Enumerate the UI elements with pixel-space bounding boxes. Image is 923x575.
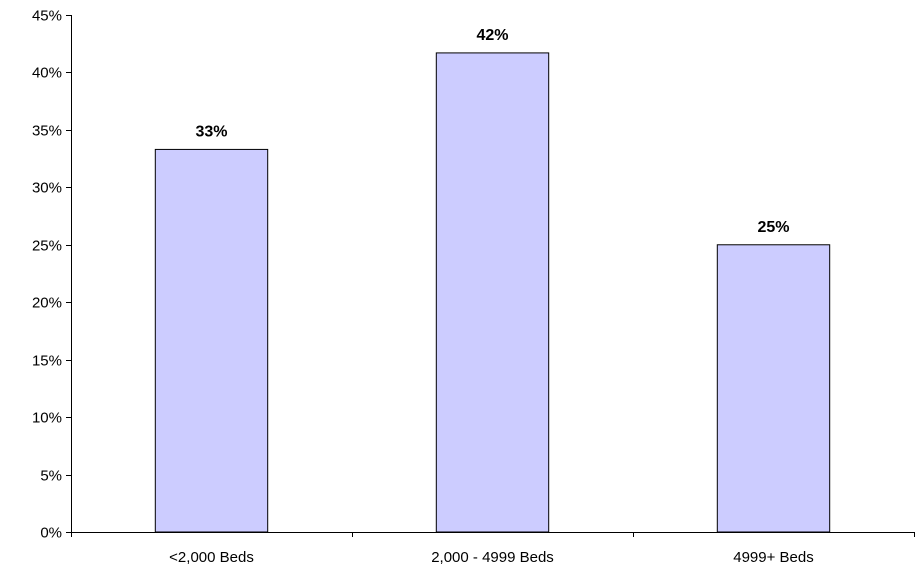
- bar-data-label: 25%: [757, 219, 789, 236]
- bar: [154, 148, 269, 533]
- y-tick-label: 20%: [32, 295, 62, 312]
- y-tick-label: 15%: [32, 353, 62, 370]
- y-tick-label: 10%: [32, 410, 62, 427]
- y-tick-label: 45%: [32, 8, 62, 25]
- bars: 33% 42% 25%: [154, 27, 831, 533]
- x-tick-label: 4999+ Beds: [733, 549, 814, 566]
- x-tick-label: <2,000 Beds: [169, 549, 254, 566]
- y-tick-label: 0%: [40, 525, 62, 542]
- y-tick-label: 35%: [32, 123, 62, 140]
- bar: [435, 52, 550, 533]
- y-tick-label: 5%: [40, 468, 62, 485]
- y-tick-label: 25%: [32, 238, 62, 255]
- y-axis-ticks: 0% 5% 10% 15% 20% 25% 30% 35% 40% 45%: [32, 8, 71, 542]
- bar-data-label: 33%: [195, 123, 227, 140]
- x-axis-ticks: <2,000 Beds 2,000 - 4999 Beds 4999+ Beds: [71, 532, 915, 566]
- y-tick-label: 30%: [32, 180, 62, 197]
- bar: [716, 244, 831, 533]
- x-tick-label: 2,000 - 4999 Beds: [431, 549, 554, 566]
- y-tick-label: 40%: [32, 65, 62, 82]
- bar-data-label: 42%: [476, 27, 508, 44]
